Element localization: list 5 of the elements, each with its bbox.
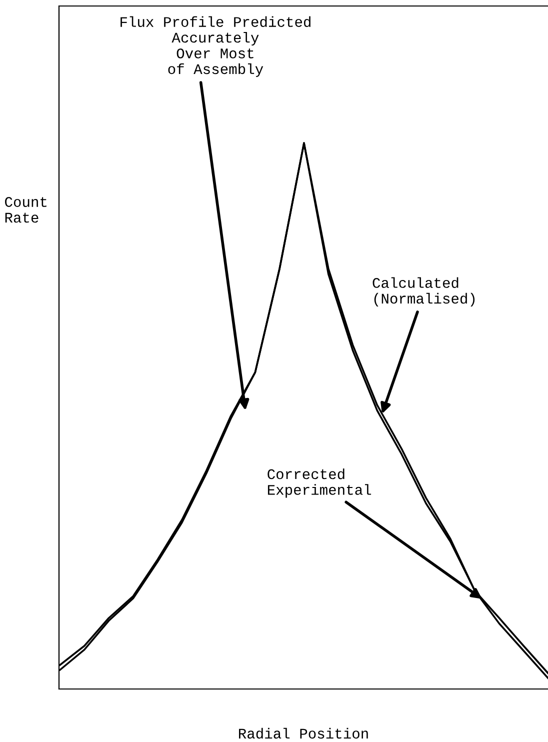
text: Flux Profile Predicted Accurately Over Most of Assembly [120,16,310,77]
y-axis-title: Count Rate [5,197,46,223]
text: Corrected Experimental [268,468,372,498]
text: Calculated (Normalised) [372,277,475,307]
x-axis-title: Radial Position [239,728,368,739]
